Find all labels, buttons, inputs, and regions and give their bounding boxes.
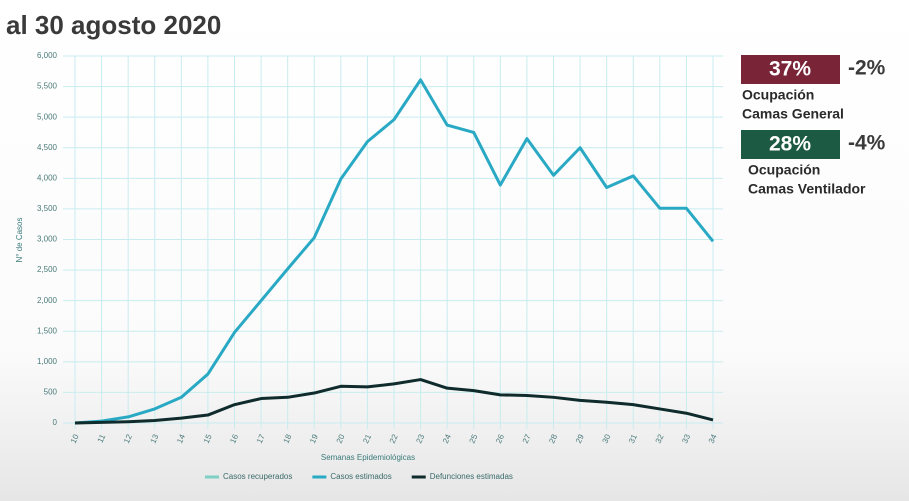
x-tick-label: 31 bbox=[627, 432, 639, 444]
indicator-label: Camas Ventilador bbox=[748, 181, 866, 197]
y-tick-label: 4,000 bbox=[37, 173, 58, 182]
indicator-change: -4% bbox=[848, 132, 886, 155]
series-line bbox=[74, 78, 715, 425]
x-tick-label: 17 bbox=[255, 432, 267, 444]
indicator-value: 37% bbox=[769, 58, 811, 81]
y-tick-label: 3,000 bbox=[37, 235, 58, 244]
x-tick-label: 25 bbox=[468, 432, 480, 444]
x-tick-label: 27 bbox=[521, 432, 533, 444]
legend-label: Defunciones estimadas bbox=[430, 472, 513, 481]
x-tick-label: 28 bbox=[547, 432, 559, 444]
x-tick-label: 19 bbox=[308, 432, 320, 444]
y-tick-label: 1,000 bbox=[37, 357, 58, 366]
x-tick-label: 29 bbox=[574, 432, 586, 444]
x-tick-label: 11 bbox=[96, 432, 108, 444]
y-axis-label: N° de Casos bbox=[15, 218, 24, 263]
x-tick-label: 12 bbox=[122, 432, 134, 444]
x-tick-label: 15 bbox=[202, 432, 214, 444]
y-tick-label: 5,000 bbox=[37, 112, 58, 121]
legend-label: Casos estimados bbox=[330, 472, 391, 481]
indicator-label: Ocupación bbox=[742, 87, 814, 103]
y-tick-label: 2,000 bbox=[37, 296, 58, 305]
y-tick-label: 500 bbox=[44, 388, 58, 397]
indicator-label: Ocupación bbox=[748, 162, 820, 178]
chart-title: al 30 agosto 2020 bbox=[6, 10, 221, 40]
y-tick-label: 1,500 bbox=[37, 326, 58, 335]
indicator-change: -2% bbox=[848, 57, 886, 80]
x-axis-label: Semanas Epidemiológicas bbox=[321, 453, 415, 462]
x-tick-label: 21 bbox=[361, 432, 373, 444]
x-tick-label: 32 bbox=[654, 432, 666, 444]
x-tick-label: 30 bbox=[600, 432, 612, 444]
indicator-box bbox=[741, 55, 840, 84]
y-tick-label: 6,000 bbox=[37, 51, 58, 60]
x-tick-label: 16 bbox=[228, 432, 240, 444]
y-tick-label: 0 bbox=[53, 418, 58, 427]
x-tick-label: 23 bbox=[414, 432, 426, 444]
x-tick-label: 18 bbox=[281, 432, 293, 444]
y-tick-label: 5,500 bbox=[37, 82, 58, 91]
y-tick-label: 2,500 bbox=[37, 265, 58, 274]
indicator-value: 28% bbox=[769, 133, 811, 156]
indicator-label: Camas General bbox=[742, 106, 844, 122]
y-tick-label: 3,500 bbox=[37, 204, 58, 213]
series-line bbox=[74, 378, 714, 425]
x-tick-label: 20 bbox=[335, 432, 347, 444]
indicator-box bbox=[741, 130, 840, 159]
y-tick-label: 4,500 bbox=[37, 143, 58, 152]
x-tick-label: 26 bbox=[494, 432, 506, 444]
legend-label: Casos recuperados bbox=[223, 472, 292, 481]
x-tick-label: 14 bbox=[175, 432, 187, 444]
x-tick-label: 22 bbox=[388, 432, 400, 444]
x-tick-label: 33 bbox=[680, 432, 692, 444]
x-tick-label: 13 bbox=[149, 432, 161, 444]
x-tick-label: 10 bbox=[69, 432, 81, 444]
x-tick-label: 24 bbox=[441, 432, 453, 444]
x-tick-label: 34 bbox=[707, 432, 719, 444]
